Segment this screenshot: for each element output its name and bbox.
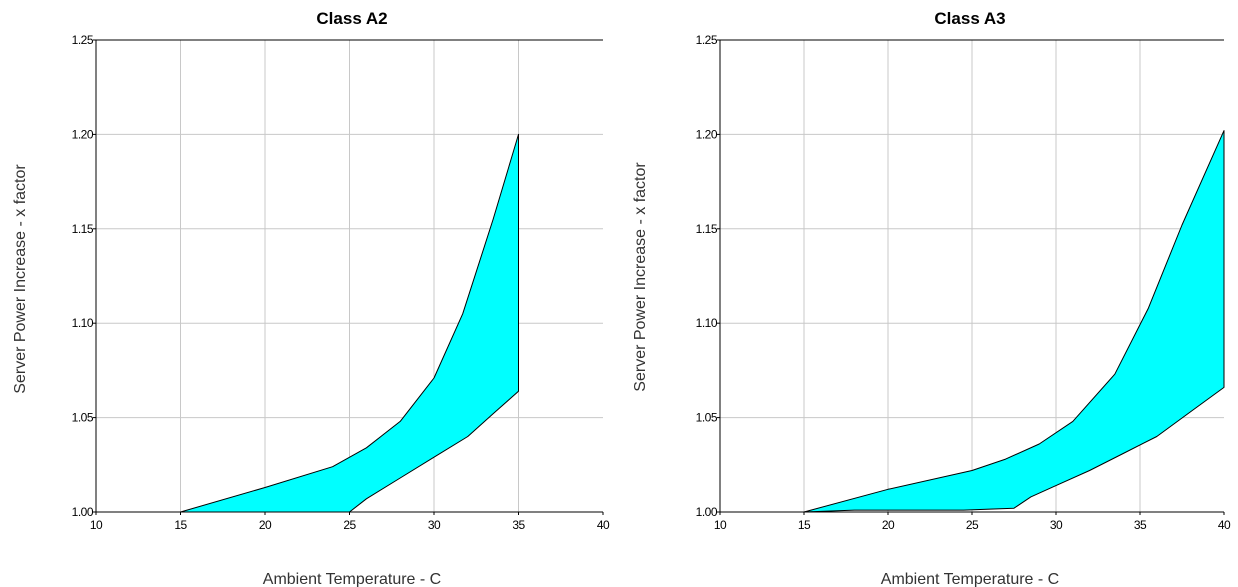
power-increase-band <box>803 130 1225 513</box>
y-tick-label: 1.00 <box>696 505 718 519</box>
x-tick-label: 10 <box>714 518 727 532</box>
y-tick-label: 1.25 <box>72 33 94 47</box>
chart-class-a2-svg: Class A2 Ambient Temperature - C Server … <box>12 9 610 587</box>
x-tick-label: 35 <box>1134 518 1147 532</box>
y-tick-label: 1.25 <box>696 33 718 47</box>
x-tick-label: 35 <box>512 518 525 532</box>
x-tick-label: 40 <box>597 518 610 532</box>
x-axis-label: Ambient Temperature - C <box>263 571 441 587</box>
x-tick-label: 10 <box>90 518 103 532</box>
x-tick-label: 40 <box>1218 518 1231 532</box>
y-tick-label: 1.05 <box>696 411 718 425</box>
x-axis-label: Ambient Temperature - C <box>881 571 1059 587</box>
y-tick-label: 1.15 <box>72 222 94 236</box>
y-tick-label: 1.10 <box>72 316 94 330</box>
y-tick-label: 1.15 <box>696 222 718 236</box>
x-tick-label: 15 <box>174 518 187 532</box>
x-tick-label: 20 <box>259 518 272 532</box>
chart-title: Class A2 <box>316 9 387 28</box>
x-tick-label: 30 <box>428 518 441 532</box>
chart-class-a2: Class A2 Ambient Temperature - C Server … <box>12 9 610 587</box>
chart-title: Class A3 <box>934 9 1005 28</box>
x-tick-label: 25 <box>343 518 356 532</box>
power-increase-band <box>180 133 519 513</box>
chart-class-a3-svg: Class A3 Ambient Temperature - C Server … <box>632 9 1231 587</box>
y-tick-label: 1.05 <box>72 411 94 425</box>
grid-lines <box>96 40 603 512</box>
x-tick-label: 20 <box>882 518 895 532</box>
y-tick-label: 1.10 <box>696 316 718 330</box>
y-tick-label: 1.00 <box>72 505 94 519</box>
x-tick-label: 25 <box>966 518 979 532</box>
y-axis-label: Server Power Increase - x factor <box>12 164 29 394</box>
x-tick-label: 30 <box>1050 518 1063 532</box>
y-tick-label: 1.20 <box>696 127 718 141</box>
y-axis-label: Server Power Increase - x factor <box>632 162 649 392</box>
y-tick-label: 1.20 <box>72 127 94 141</box>
x-tick-label: 15 <box>798 518 811 532</box>
chart-class-a3: Class A3 Ambient Temperature - C Server … <box>619 0 1238 587</box>
